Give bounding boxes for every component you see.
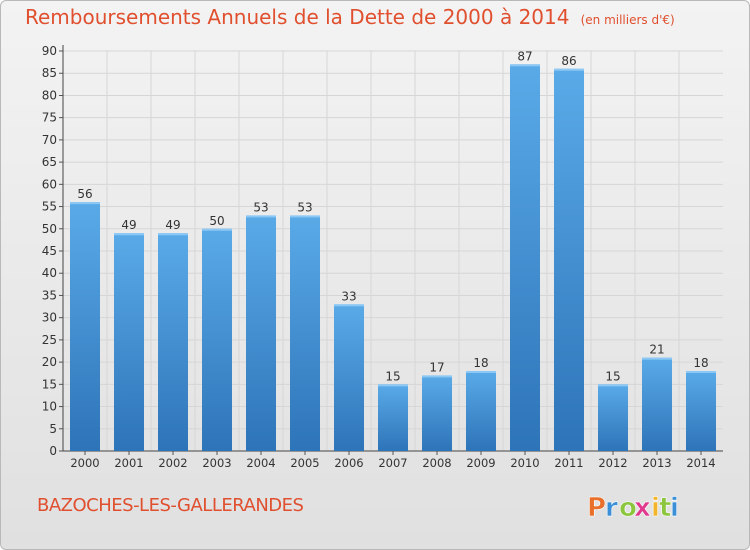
logo-letter: r: [605, 493, 618, 523]
bar-2009: [466, 371, 496, 451]
chart-title-block: Remboursements Annuels de la Dette de 20…: [25, 5, 675, 29]
bar-2013: [642, 357, 672, 451]
x-tick-label: 2008: [422, 456, 451, 470]
bar-highlight: [202, 228, 232, 231]
x-tick-label: 2012: [598, 456, 627, 470]
y-tick-label: 0: [49, 444, 57, 458]
bar-2010: [510, 64, 540, 452]
x-tick-label: 2013: [642, 456, 671, 470]
data-label: 17: [429, 360, 444, 374]
y-tick-label: 5: [49, 422, 57, 436]
commune-name: BAZOCHES-LES-GALLERANDES: [37, 495, 304, 516]
y-tick-label: 90: [42, 44, 57, 58]
logo-letter: i: [651, 493, 660, 523]
logo-letter: t: [659, 493, 671, 523]
y-tick-label: 15: [42, 377, 57, 391]
x-tick-label: 2009: [466, 456, 495, 470]
x-tick-label: 2001: [114, 456, 143, 470]
y-tick-label: 30: [42, 311, 57, 325]
x-tick-label: 2014: [686, 456, 715, 470]
y-tick-label: 45: [42, 244, 57, 258]
y-tick-labels: 0 5 10 15 20 25 30 35 40 45 50 55 60 65 70 75 80 85 90: [42, 44, 57, 458]
proxiti-logo: Pr ox i ti: [587, 493, 680, 523]
logo-letter: o: [619, 493, 637, 523]
data-label: 53: [297, 200, 312, 214]
bar-highlight: [642, 357, 672, 360]
data-label: 18: [473, 356, 488, 370]
y-tick-label: 85: [42, 66, 57, 80]
x-tick-label: 2003: [202, 456, 231, 470]
data-label: 56: [77, 187, 92, 201]
y-tick-label: 60: [42, 177, 57, 191]
logo-letter: i: [670, 493, 679, 523]
bar-2011: [554, 68, 584, 452]
x-tick-label: 2002: [158, 456, 187, 470]
bar-highlight: [114, 233, 144, 236]
bar-highlight: [598, 384, 628, 387]
bar-highlight: [334, 304, 364, 307]
data-label: 49: [165, 218, 180, 232]
data-label: 21: [649, 343, 664, 357]
y-tick-label: 40: [42, 266, 57, 280]
data-label: 86: [561, 54, 576, 68]
y-tick-label: 10: [42, 400, 57, 414]
bar-2012: [598, 384, 628, 451]
data-label: 33: [341, 289, 356, 303]
bar-highlight: [554, 68, 584, 71]
x-tick-label: 2006: [334, 456, 363, 470]
x-tick-label: 2007: [378, 456, 407, 470]
bar-highlight: [70, 202, 100, 205]
bar-highlight: [378, 384, 408, 387]
data-label: 18: [693, 356, 708, 370]
bar-2006: [334, 304, 364, 451]
bar-highlight: [466, 371, 496, 373]
bar-2003: [202, 228, 232, 451]
bar-2004: [246, 215, 276, 451]
y-tick-label: 75: [42, 111, 57, 125]
data-label: 15: [385, 369, 400, 383]
chart-subtitle: (en milliers d'€): [580, 13, 675, 27]
data-label: 87: [517, 49, 532, 63]
y-tick-label: 65: [42, 155, 57, 169]
logo-letter: P: [587, 493, 606, 523]
bar-highlight: [246, 215, 276, 218]
y-tick-label: 25: [42, 333, 57, 347]
data-label: 49: [121, 218, 136, 232]
y-tick-label: 50: [42, 222, 57, 236]
bar-2014: [686, 371, 716, 451]
data-label: 15: [605, 369, 620, 383]
logo-letter: x: [634, 493, 651, 523]
bar-2008: [422, 375, 452, 451]
y-tick-label: 20: [42, 355, 57, 369]
x-tick-label: 2005: [290, 456, 319, 470]
chart-title: Remboursements Annuels de la Dette de 20…: [25, 5, 570, 29]
bar-2000: [70, 202, 100, 451]
x-tick-label: 2000: [70, 456, 99, 470]
bar-highlight: [510, 64, 540, 67]
data-label: 50: [209, 214, 224, 228]
bar-2005: [290, 215, 320, 451]
bar-highlight: [686, 371, 716, 373]
y-tick-label: 55: [42, 200, 57, 214]
x-tick-label: 2011: [554, 456, 583, 470]
bar-2007: [378, 384, 408, 451]
bar-highlight: [158, 233, 188, 236]
data-label: 53: [253, 200, 268, 214]
data-labels: 56 49 49 50 53 53 33 15 17 18 87 86 15 21 18: [77, 49, 708, 383]
bar-highlight: [290, 215, 320, 218]
bar-2001: [114, 233, 144, 451]
bars: [70, 64, 716, 452]
x-tick-label: 2004: [246, 456, 275, 470]
bar-highlight: [422, 375, 452, 378]
y-tick-label: 70: [42, 133, 57, 147]
bar-2002: [158, 233, 188, 451]
y-tick-label: 35: [42, 288, 57, 302]
x-tick-label: 2010: [510, 456, 539, 470]
x-tick-labels: 2000 2001 2002 2003 2004 2005 2006 2007 2008 2009…: [70, 456, 715, 470]
y-tick-label: 80: [42, 88, 57, 102]
